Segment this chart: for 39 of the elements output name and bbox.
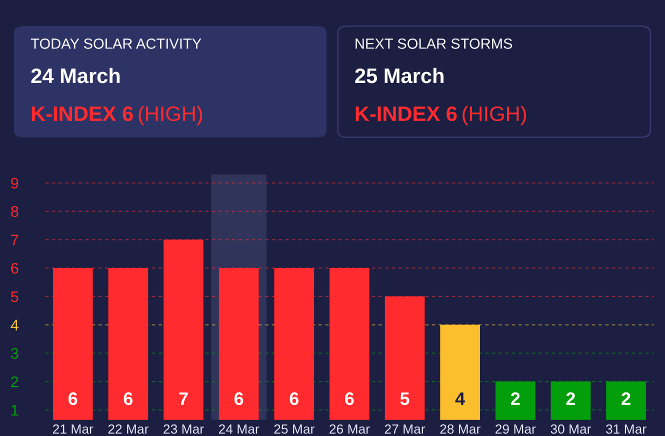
y-tick-label: 3 (11, 348, 18, 359)
text: 25 March (355, 68, 444, 84)
data-label: 6 (290, 392, 299, 406)
text: (HIGH) (138, 106, 202, 126)
data-label: 4 (455, 392, 466, 405)
data-label: 6 (234, 392, 244, 406)
x-tick-label: 26 Mar (330, 424, 370, 434)
y-tick-label: 8 (11, 206, 18, 217)
y-tick-label: 2 (11, 376, 18, 388)
data-label: 6 (124, 392, 133, 406)
x-tick-label: 21 Mar (53, 424, 94, 434)
x-tick-label: 31 Mar (606, 424, 646, 434)
y-tick-label: 1 (12, 404, 18, 416)
x-tick-label: 30 Mar (550, 424, 592, 434)
data-label: 5 (400, 392, 410, 406)
x-tick-label: 23 Mar (164, 424, 204, 434)
text: (HIGH) (462, 106, 526, 126)
data-label: 2 (566, 392, 576, 405)
text: TODAY SOLAR ACTIVITY (30, 38, 202, 49)
y-tick-label: 4 (10, 320, 18, 330)
text: 24 March (31, 68, 120, 84)
data-label: 6 (68, 392, 78, 406)
x-tick-label: 24 Mar (218, 424, 260, 434)
y-tick-label: 9 (11, 178, 18, 189)
x-tick-label: 27 Mar (384, 424, 426, 434)
text: K-INDEX 6 (32, 106, 133, 122)
y-tick-label: 5 (11, 291, 18, 302)
text: NEXT SOLAR STORMS (356, 38, 512, 49)
y-tick-label: 6 (11, 262, 18, 274)
x-tick-label: 29 Mar (496, 424, 536, 434)
text: K-INDEX 6 (356, 106, 457, 122)
y-tick-label: 7 (11, 234, 18, 246)
x-tick-label: 28 Mar (440, 424, 480, 434)
data-label: 6 (345, 392, 354, 406)
data-label: 2 (622, 392, 630, 405)
data-label: 7 (179, 392, 188, 405)
x-tick-label: 22 Mar (108, 424, 149, 434)
x-tick-label: 25 Mar (274, 424, 314, 434)
data-label: 2 (511, 392, 520, 405)
